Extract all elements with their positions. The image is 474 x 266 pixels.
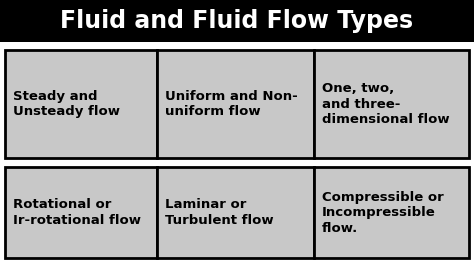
Text: Fluid and Fluid Flow Types: Fluid and Fluid Flow Types xyxy=(61,9,413,33)
Text: One, two,
and three-
dimensional flow: One, two, and three- dimensional flow xyxy=(322,82,450,126)
Bar xyxy=(157,50,314,158)
Bar xyxy=(314,167,469,258)
Bar xyxy=(5,167,157,258)
Text: Steady and
Unsteady flow: Steady and Unsteady flow xyxy=(13,90,120,118)
Text: Laminar or
Turbulent flow: Laminar or Turbulent flow xyxy=(165,198,273,227)
Text: Uniform and Non-
uniform flow: Uniform and Non- uniform flow xyxy=(165,90,298,118)
Text: Rotational or
Ir-rotational flow: Rotational or Ir-rotational flow xyxy=(13,198,141,227)
Bar xyxy=(0,0,474,42)
Bar xyxy=(314,50,469,158)
Bar xyxy=(157,167,314,258)
Text: Compressible or
Incompressible
flow.: Compressible or Incompressible flow. xyxy=(322,190,444,235)
Bar xyxy=(5,50,157,158)
